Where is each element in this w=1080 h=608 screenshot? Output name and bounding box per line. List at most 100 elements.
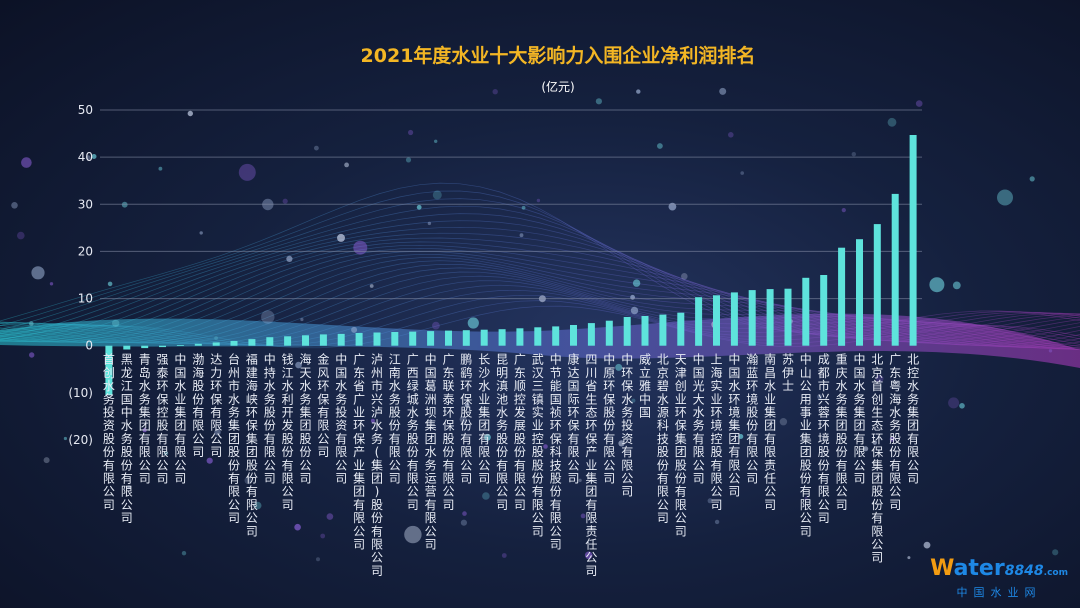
particle bbox=[199, 231, 203, 235]
bar bbox=[820, 275, 828, 346]
category-label: 瀚蓝环境股份有限公司 bbox=[746, 352, 758, 486]
bar bbox=[337, 333, 345, 346]
y-axis-ticks: 50 40 30 20 10 0 (10) (20) bbox=[68, 103, 93, 447]
bar bbox=[713, 295, 720, 346]
particle bbox=[316, 557, 320, 562]
bar bbox=[516, 328, 524, 346]
bar bbox=[748, 290, 756, 346]
category-label: 中环保水务投资有限公司 bbox=[621, 352, 633, 499]
bar bbox=[605, 320, 613, 346]
bar bbox=[552, 326, 560, 346]
category-label: 黑龙江国中水务股份有限公司 bbox=[121, 353, 133, 525]
particle bbox=[907, 556, 911, 560]
category-label: 重庆水务集团股份有限公司 bbox=[836, 353, 848, 512]
category-label: 中国葛洲坝集团水务运营有限公司 bbox=[425, 352, 437, 552]
particle bbox=[21, 157, 32, 168]
particle bbox=[459, 415, 467, 423]
bar bbox=[409, 331, 417, 346]
particle bbox=[851, 152, 856, 157]
particle bbox=[344, 162, 349, 168]
particle bbox=[337, 233, 345, 242]
particle bbox=[295, 361, 302, 369]
category-label: 北控水务集团有限公司 bbox=[907, 353, 919, 486]
category-label: 江南水务股份有限公司 bbox=[389, 353, 401, 486]
category-label: 苏伊士 bbox=[782, 353, 794, 393]
bar bbox=[659, 314, 667, 346]
bar bbox=[623, 317, 631, 346]
category-label: 中节能国祯环保科技股份有限公司 bbox=[550, 352, 562, 552]
bar bbox=[123, 345, 131, 350]
category-label: 四川省生态环保产业集团有限责任公司 bbox=[585, 353, 597, 578]
particle bbox=[462, 511, 467, 516]
category-label: 北京首创生态环保集团股份有限公司 bbox=[871, 353, 883, 565]
particle bbox=[889, 436, 895, 442]
y-tick-label: 40 bbox=[78, 150, 93, 164]
particle bbox=[543, 444, 548, 449]
particle bbox=[578, 478, 582, 482]
particle bbox=[432, 190, 442, 200]
particle bbox=[632, 279, 641, 287]
category-label: 钱江水利开发股份有限公司 bbox=[282, 352, 294, 512]
category-label: 中山公用事业集团股份有限公司 bbox=[800, 352, 812, 539]
bar bbox=[445, 330, 452, 346]
particle bbox=[181, 551, 187, 556]
category-labels: 首创水务投资股份有限公司黑龙江国中水务股份有限公司青岛水务集团有限公司强泰环保控… bbox=[103, 352, 919, 578]
logo-brand: Water8848.com bbox=[930, 556, 1068, 581]
category-label: 广东省广业环保产业集团有限公司 bbox=[353, 353, 365, 552]
particle bbox=[17, 231, 25, 240]
category-label: 中国水务投资有限公司 bbox=[335, 352, 347, 486]
particle bbox=[817, 394, 823, 400]
bar bbox=[891, 193, 899, 346]
particle bbox=[253, 501, 262, 510]
particle bbox=[952, 281, 961, 290]
bar bbox=[159, 345, 166, 348]
particle bbox=[326, 513, 334, 520]
particle bbox=[404, 525, 422, 544]
gridlines bbox=[100, 109, 922, 300]
particle bbox=[875, 374, 884, 383]
bar bbox=[319, 334, 327, 346]
particle bbox=[959, 403, 965, 409]
logo-subtitle: 中国水业网 bbox=[956, 586, 1042, 599]
category-label: 昆明滇池水务股份有限公司 bbox=[496, 353, 508, 512]
y-tick-label: 50 bbox=[78, 103, 93, 117]
bar bbox=[302, 335, 309, 346]
particle bbox=[432, 321, 440, 330]
particle bbox=[163, 450, 169, 456]
bar bbox=[212, 342, 220, 346]
particle bbox=[618, 440, 625, 447]
particle bbox=[887, 117, 897, 127]
category-label: 广东顺控发展股份有限公司 bbox=[514, 353, 526, 512]
bars bbox=[105, 135, 917, 396]
particle bbox=[714, 519, 720, 525]
particle bbox=[521, 205, 526, 210]
particle bbox=[31, 266, 45, 280]
particle bbox=[948, 397, 960, 409]
particle bbox=[351, 326, 358, 333]
particle bbox=[244, 476, 252, 485]
particle bbox=[416, 204, 422, 210]
category-label: 青岛水务集团有限公司 bbox=[139, 353, 151, 486]
particle bbox=[158, 166, 163, 171]
bar bbox=[248, 339, 256, 346]
particle bbox=[657, 143, 663, 149]
particle bbox=[863, 446, 869, 452]
particle bbox=[214, 429, 221, 436]
particle bbox=[408, 129, 414, 136]
particle bbox=[719, 87, 727, 95]
particle bbox=[261, 310, 275, 324]
bar bbox=[570, 325, 577, 346]
category-label: 强泰环保控股有限公司 bbox=[156, 353, 168, 486]
category-label: 福建海峡环保集团股份有限公司 bbox=[246, 352, 258, 539]
y-tick-label: (20) bbox=[68, 433, 93, 447]
bar bbox=[802, 277, 810, 346]
bar bbox=[730, 292, 738, 346]
category-label: 首创水务投资股份有限公司 bbox=[103, 353, 115, 512]
particle bbox=[286, 255, 293, 262]
particle bbox=[29, 352, 35, 358]
category-label: 台州市水务集团股份有限公司 bbox=[228, 352, 240, 525]
particle bbox=[482, 492, 490, 500]
particle bbox=[434, 139, 438, 143]
bar bbox=[784, 288, 792, 346]
category-label: 渤海股份有限公司 bbox=[192, 353, 204, 459]
